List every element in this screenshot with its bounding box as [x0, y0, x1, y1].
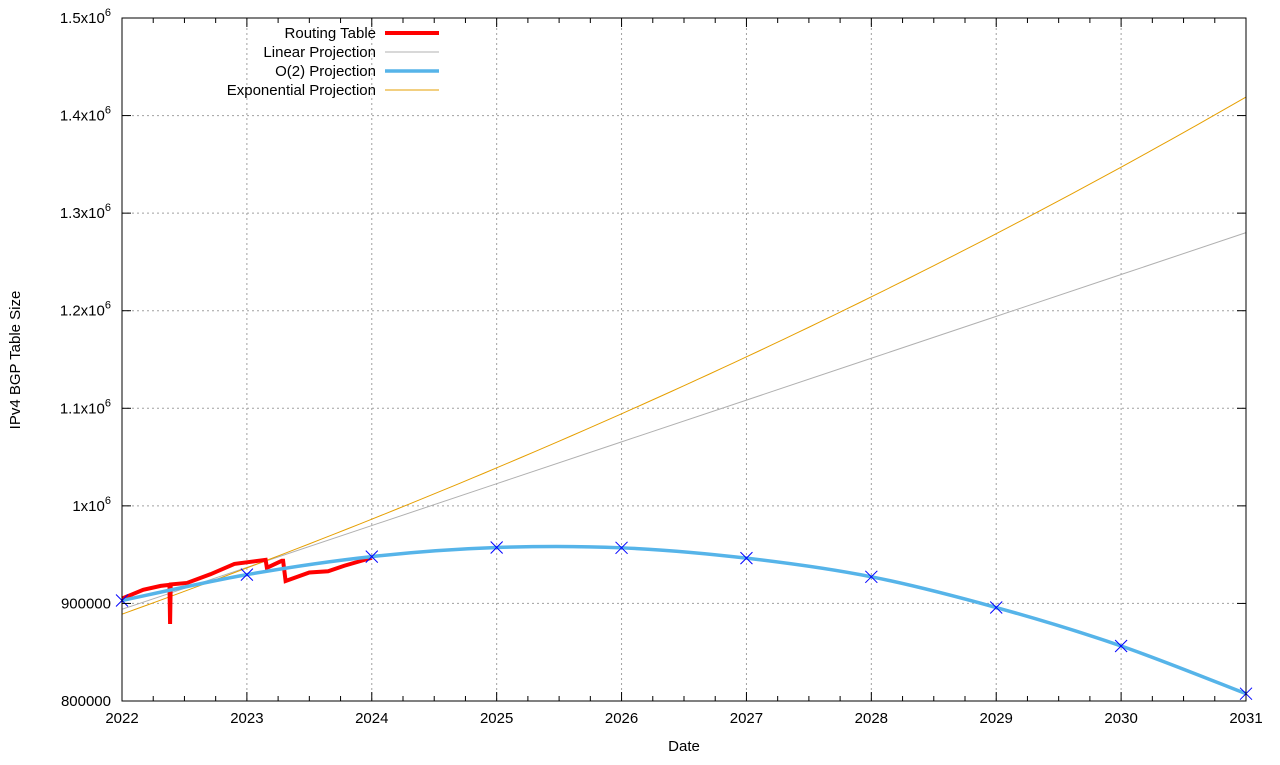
series-line-exponential-projection — [121, 96, 1247, 615]
y-tick-mantissa: 1x10 — [72, 498, 105, 515]
data-point-marker — [615, 541, 628, 555]
y-tick-mantissa: 1.4x10 — [60, 108, 105, 125]
x-tick-label: 2030 — [1104, 710, 1137, 727]
data-point-marker — [864, 570, 878, 584]
y-tick-label: 800000 — [61, 693, 111, 710]
y-tick-label: 900000 — [61, 595, 111, 612]
x-tick-label: 2025 — [480, 710, 513, 727]
y-tick-exponent: 6 — [105, 7, 111, 19]
legend-label: O(2) Projection — [275, 63, 376, 80]
y-tick-mantissa: 1.5x10 — [60, 10, 105, 27]
x-axis-label: Date — [668, 738, 700, 755]
y-tick-label: 1.5x106 — [60, 7, 111, 27]
grid — [122, 18, 1246, 701]
data-point-marker — [240, 568, 254, 581]
series-line-linear-projection — [121, 232, 1247, 610]
marker-stroke — [615, 541, 628, 555]
legend: Routing Table Linear Projection O(2) Proje… — [227, 25, 439, 99]
y-tick-mantissa: 1.1x10 — [60, 400, 105, 417]
marker-stroke — [1114, 639, 1128, 653]
y-tick-exponent: 6 — [105, 495, 111, 507]
data-point-marker — [490, 541, 504, 554]
marker-stroke — [989, 601, 1003, 614]
y-tick-mantissa: 1.3x10 — [60, 205, 105, 222]
series-line-o-2-projection — [121, 544, 1247, 696]
marker-stroke — [490, 541, 504, 554]
series-line-routing-table — [121, 555, 373, 624]
data-point-marker — [365, 550, 379, 563]
x-tick-label: 2029 — [980, 710, 1013, 727]
y-tick-exponent: 6 — [105, 300, 111, 312]
series-layer — [115, 96, 1253, 701]
marker-stroke — [740, 551, 753, 565]
x-tick-label: 2031 — [1229, 710, 1262, 727]
y-tick-label: 1.2x106 — [60, 300, 111, 320]
y-tick-label: 1.4x106 — [60, 105, 111, 125]
x-tick-label: 2022 — [105, 710, 138, 727]
y-tick-label: 1.3x106 — [60, 202, 111, 222]
y-tick-mantissa: 800000 — [61, 693, 111, 710]
legend-label: Exponential Projection — [227, 82, 376, 99]
y-tick-mantissa: 900000 — [61, 595, 111, 612]
y-tick-label: 1x106 — [72, 495, 111, 515]
y-axis-label: IPv4 BGP Table Size — [7, 291, 24, 430]
x-tick-label: 2026 — [605, 710, 638, 727]
marker-stroke — [864, 570, 878, 584]
y-tick-exponent: 6 — [105, 397, 111, 409]
ticks: 2022 2023 2024 2025 2026 2027 2028 2029 2030 2031… — [60, 7, 1263, 727]
legend-label: Linear Projection — [263, 44, 376, 61]
data-point-marker — [740, 551, 753, 565]
marker-stroke — [240, 568, 254, 581]
y-tick-label: 1.1x106 — [60, 397, 111, 417]
x-tick-label: 2023 — [230, 710, 263, 727]
x-tick-label: 2024 — [355, 710, 388, 727]
y-tick-mantissa: 1.2x10 — [60, 303, 105, 320]
x-tick-label: 2027 — [730, 710, 763, 727]
y-tick-exponent: 6 — [105, 202, 111, 214]
plot-frame — [121, 17, 1247, 702]
legend-label: Routing Table — [285, 25, 376, 42]
marker-stroke — [365, 550, 379, 563]
data-point-marker — [989, 601, 1003, 614]
y-tick-exponent: 6 — [105, 105, 111, 117]
x-tick-label: 2028 — [855, 710, 888, 727]
data-point-marker — [1114, 639, 1128, 653]
